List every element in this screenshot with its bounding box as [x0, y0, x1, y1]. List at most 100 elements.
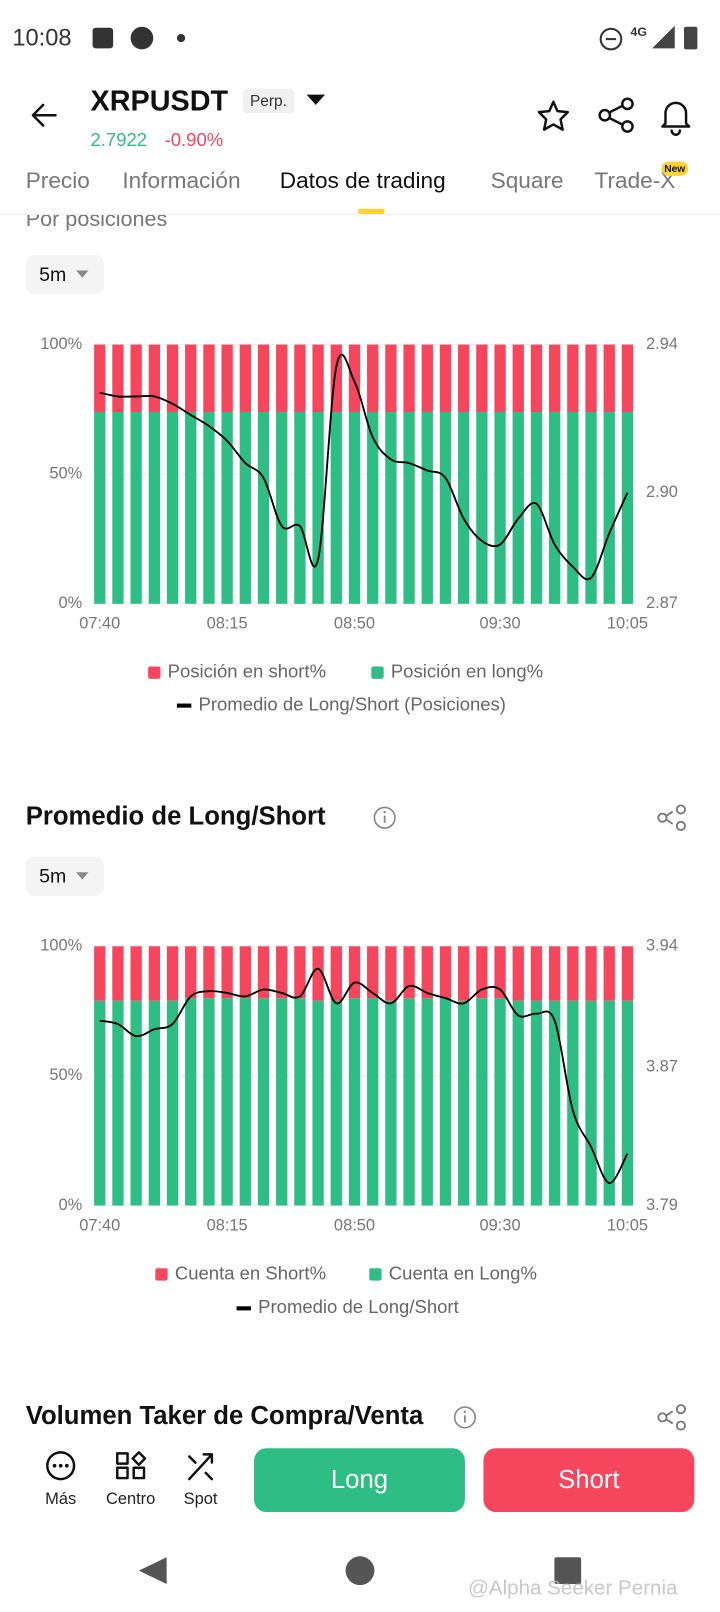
long-button-label[interactable]: Long	[331, 1466, 388, 1494]
section-share[interactable]	[657, 1404, 686, 1431]
bar-segment	[330, 411, 342, 604]
new-badge-text: New	[664, 164, 685, 175]
nav-back[interactable]	[138, 1557, 167, 1585]
x-tick-label: 08:50	[334, 1216, 375, 1234]
bar-segment	[166, 1000, 179, 1206]
perp-tag: Perp.	[250, 93, 287, 110]
y2-tick-label: 2.90	[646, 483, 678, 501]
bar-segment	[330, 1000, 342, 1206]
fb-icon	[92, 27, 114, 49]
bar-segment	[494, 344, 506, 412]
tab-active[interactable]: Datos de trading	[280, 168, 446, 193]
bar-segment	[403, 411, 415, 604]
bar-segment	[312, 1000, 324, 1206]
bar-segment	[330, 946, 342, 1001]
more-dot	[58, 1463, 63, 1468]
tab-indicator	[357, 208, 385, 214]
bar-segment	[421, 998, 433, 1206]
bar-segment	[439, 344, 452, 412]
more-label[interactable]: Más	[45, 1490, 76, 1508]
line-series	[99, 967, 629, 1184]
y-tick-label: 0%	[59, 594, 83, 612]
top-area: 10:08 4G XRPUSDT Perp. 2.7922 -0.90% Pre…	[0, 0, 720, 215]
short-button[interactable]	[483, 1448, 695, 1513]
info-icon[interactable]	[453, 1406, 477, 1429]
bar-segment	[621, 411, 634, 604]
bar-segment	[276, 998, 288, 1206]
bar-segment	[257, 998, 270, 1206]
more-icon[interactable]	[46, 1451, 76, 1481]
nav-home[interactable]	[345, 1556, 375, 1586]
bar-segment	[185, 411, 197, 604]
interval-label: 5m	[39, 264, 66, 286]
bar-segment	[221, 946, 233, 999]
favorite-button[interactable]	[537, 100, 570, 131]
bar-segment	[421, 344, 433, 412]
center-icon[interactable]	[116, 1451, 147, 1480]
bar-segment	[94, 1000, 106, 1206]
bar-segment	[476, 946, 488, 999]
line-series	[99, 353, 629, 581]
bar-segment	[330, 344, 342, 412]
bar-segment	[257, 946, 270, 999]
interval-label: 5m	[39, 866, 66, 888]
alert-button[interactable]	[661, 101, 691, 136]
bar-segment	[112, 1000, 124, 1206]
dnd-icon	[599, 27, 623, 51]
share-button[interactable]	[598, 97, 634, 133]
tab[interactable]: Precio	[26, 168, 90, 193]
interval-button[interactable]	[25, 856, 104, 896]
bar-segment	[312, 344, 324, 412]
y2-tick-label: 3.94	[646, 937, 678, 955]
bar-segment	[476, 344, 488, 412]
spot-label[interactable]: Spot	[184, 1490, 218, 1508]
bar-segment	[530, 411, 543, 604]
bar-segment	[385, 946, 397, 1001]
status-time: 10:08	[12, 25, 71, 51]
section-share[interactable]	[657, 804, 686, 831]
back-button[interactable]	[31, 103, 57, 127]
bar-segment	[148, 344, 161, 412]
info-icon-dot	[383, 810, 386, 814]
interval-caret	[76, 872, 89, 880]
center-label[interactable]: Centro	[106, 1490, 155, 1508]
symbol-dropdown[interactable]	[306, 94, 326, 105]
bar-segment	[603, 1000, 615, 1206]
short-button-label[interactable]: Short	[558, 1466, 619, 1494]
bar-segment	[367, 344, 379, 412]
more-dot	[52, 1463, 57, 1468]
info-icon-dot	[463, 1410, 467, 1413]
tab[interactable]: Square	[491, 168, 564, 193]
bar-segment	[130, 946, 142, 1001]
watermark: @Alpha Seeker Pernia	[468, 1577, 678, 1600]
x-tick-label: 08:50	[334, 615, 375, 633]
long-button[interactable]	[254, 1448, 465, 1513]
tab[interactable]: Información	[122, 168, 240, 193]
share-lines	[608, 104, 624, 126]
bar-segment	[130, 411, 142, 604]
x-tick-label: 08:15	[207, 615, 248, 633]
content: Por posiciones5m0%50%100%2.872.902.9407:…	[25, 206, 686, 1431]
bar-segment	[512, 946, 524, 1001]
y-tick-label: 50%	[49, 1066, 82, 1084]
interval-button[interactable]	[25, 255, 104, 295]
y2-tick-label: 3.87	[646, 1058, 678, 1076]
bar-segment	[276, 411, 288, 604]
y-tick-label: 0%	[59, 1196, 83, 1214]
x-tick-label: 08:15	[207, 1216, 248, 1234]
messenger-icon	[130, 26, 154, 50]
bar-segment	[385, 1000, 397, 1206]
bar-segment	[603, 344, 615, 412]
bar-segment	[603, 411, 615, 604]
nav-recent[interactable]	[554, 1557, 582, 1585]
spot-icon[interactable]	[188, 1453, 214, 1481]
y-tick-label: 50%	[49, 465, 82, 483]
tab[interactable]: Trade-X	[595, 168, 676, 193]
bar-segment	[621, 946, 634, 1001]
bar-segment	[239, 411, 251, 604]
bar-segment	[203, 946, 215, 999]
info-icon[interactable]	[373, 806, 396, 829]
header-bg	[0, 0, 720, 214]
bar-segment	[567, 1000, 579, 1206]
